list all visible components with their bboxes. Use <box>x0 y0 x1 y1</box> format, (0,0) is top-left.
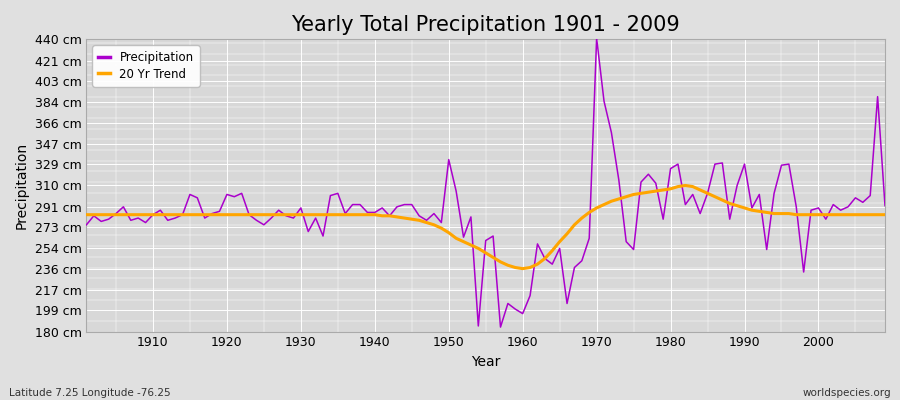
X-axis label: Year: Year <box>471 355 500 369</box>
Precipitation <box>347 202 358 207</box>
Precipitation <box>518 311 528 316</box>
Legend: Precipitation, 20 Yr Trend: Precipitation, 20 Yr Trend <box>93 45 200 86</box>
20 Yr Trend <box>879 212 890 217</box>
Title: Yearly Total Precipitation 1901 - 2009: Yearly Total Precipitation 1901 - 2009 <box>292 15 680 35</box>
20 Yr Trend <box>347 212 358 217</box>
20 Yr Trend <box>518 266 528 271</box>
Y-axis label: Precipitation: Precipitation <box>15 142 29 229</box>
20 Yr Trend <box>510 265 521 270</box>
Text: worldspecies.org: worldspecies.org <box>803 388 891 398</box>
20 Yr Trend <box>680 183 691 188</box>
20 Yr Trend <box>302 212 313 217</box>
Precipitation <box>495 325 506 330</box>
Text: Latitude 7.25 Longitude -76.25: Latitude 7.25 Longitude -76.25 <box>9 388 171 398</box>
Precipitation <box>591 36 602 41</box>
20 Yr Trend <box>140 212 151 217</box>
Precipitation <box>302 229 313 234</box>
Line: Precipitation: Precipitation <box>86 38 885 327</box>
20 Yr Trend <box>525 265 535 270</box>
Line: 20 Yr Trend: 20 Yr Trend <box>86 186 885 269</box>
20 Yr Trend <box>614 196 625 201</box>
Precipitation <box>621 239 632 244</box>
Precipitation <box>81 222 92 227</box>
20 Yr Trend <box>81 212 92 217</box>
Precipitation <box>525 293 535 298</box>
Precipitation <box>879 203 890 208</box>
Precipitation <box>140 220 151 225</box>
